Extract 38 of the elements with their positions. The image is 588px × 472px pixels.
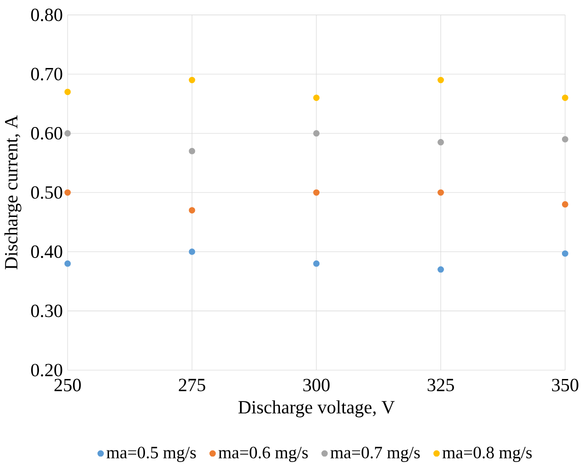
point — [188, 207, 196, 214]
y-tick-label: 0.60 — [31, 127, 62, 140]
point — [313, 190, 320, 196]
x-tick-label: 300 — [303, 378, 330, 392]
point — [313, 260, 320, 267]
point — [562, 136, 568, 143]
point — [188, 248, 196, 256]
x-tick-label: 350 — [552, 378, 578, 392]
y-tick-label: 0.50 — [31, 186, 62, 200]
x-axis-title: Discharge voltage, V — [238, 400, 395, 418]
point — [313, 94, 320, 102]
y-axis-title: Discharge current, A — [4, 115, 22, 270]
legend-label: ma=0.6 mg/s — [218, 446, 308, 462]
point — [438, 77, 444, 84]
point — [562, 201, 568, 208]
point — [188, 148, 196, 154]
y-tick-label: 0.20 — [31, 364, 62, 377]
legend-label: ma=0.5 mg/s — [106, 446, 196, 462]
point — [64, 130, 71, 137]
point — [438, 190, 444, 196]
point — [64, 88, 71, 96]
legend-label: ma=0.8 mg/s — [442, 446, 532, 462]
point — [313, 130, 320, 137]
point — [64, 190, 71, 196]
y-tick-label: 0.80 — [31, 8, 62, 22]
point — [64, 260, 71, 267]
point — [562, 94, 568, 102]
point — [562, 250, 568, 257]
point — [438, 139, 444, 146]
point — [188, 77, 196, 84]
x-tick-label: 275 — [178, 378, 206, 392]
y-tick-label: 0.30 — [31, 304, 62, 318]
y-tick-label: 0.40 — [31, 246, 62, 258]
x-tick-label: 325 — [428, 378, 454, 392]
legend-label: ma=0.7 mg/s — [330, 446, 420, 462]
x-tick-label: 250 — [54, 378, 81, 392]
y-tick-label: 0.70 — [31, 68, 62, 81]
point — [438, 266, 444, 273]
